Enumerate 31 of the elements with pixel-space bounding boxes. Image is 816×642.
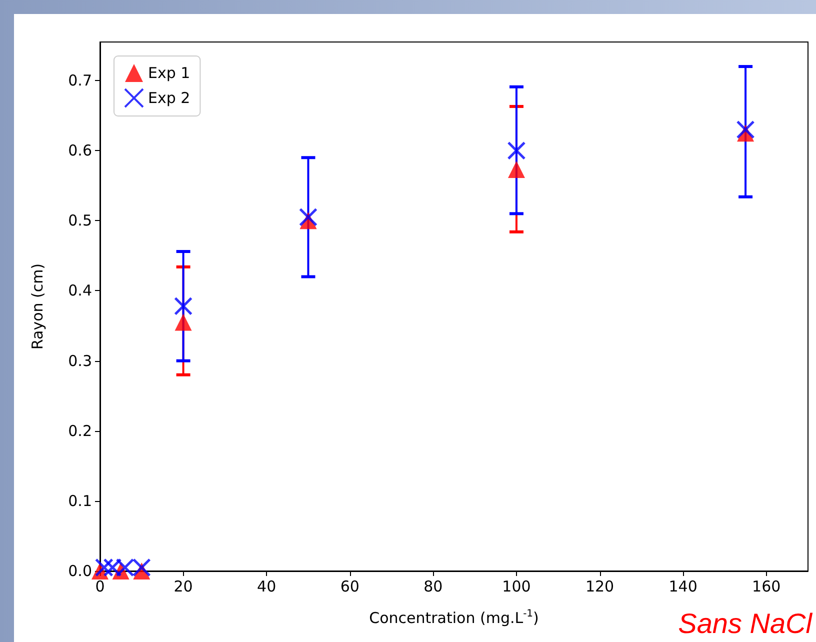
y-tick-label: 0.6 [68,142,92,160]
x-tick-label: 20 [174,578,193,596]
point [116,558,134,577]
x-tick-label: 40 [257,578,276,596]
point [103,558,122,577]
y-tick-label: 0.3 [68,352,92,370]
y-tick-label: 0.2 [68,422,92,440]
y-tick-label: 0.0 [68,562,92,580]
x-tick-label: 160 [752,578,781,596]
y-tick-label: 0.5 [68,212,92,230]
point [507,141,526,160]
y-axis-title: Rayon (cm) [28,263,46,350]
point [736,120,755,139]
text: Sans NaCl [678,608,812,640]
point [508,161,525,178]
y-tick-label: 0.1 [68,492,92,510]
point [298,208,318,226]
x-tick-label: 60 [340,578,360,596]
legend-label: Exp 1 [148,64,190,82]
legend-label: Exp 2 [148,89,190,107]
x-tick-label: 0 [95,578,105,596]
x-tick-label: 120 [585,578,614,596]
point [132,558,151,577]
point [94,558,114,577]
point [174,296,193,316]
x-tick-label: 100 [502,578,531,596]
x-tick-label: 140 [668,578,698,596]
y-tick-label: 0.7 [68,72,92,90]
point [174,314,192,331]
x-tick-label: 80 [424,578,443,596]
y-tick-label: 0.4 [68,282,92,300]
